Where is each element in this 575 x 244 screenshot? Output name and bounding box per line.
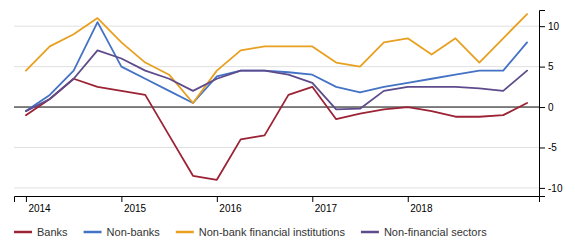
legend: Banks Non-banks Non-bank financial institu… <box>14 226 487 238</box>
grid-line <box>14 26 539 27</box>
tick-label: 5 <box>548 61 554 72</box>
legend-label: Non-bank financial institutions <box>199 226 346 238</box>
tick: -10 <box>539 183 563 194</box>
tick: -5 <box>539 142 557 153</box>
tick: 5 <box>539 61 554 72</box>
tick-label: 2015 <box>124 203 147 214</box>
legend-item: Non-bank financial institutions <box>176 226 346 238</box>
legend-swatch <box>14 231 32 234</box>
tick-mark <box>539 26 545 27</box>
tick: 2016 <box>217 196 242 214</box>
tick: 2018 <box>408 196 433 214</box>
legend-label: Non-banks <box>107 226 161 238</box>
tick-label: 2017 <box>315 203 338 214</box>
series-line <box>26 79 527 180</box>
legend-swatch <box>176 231 194 234</box>
tick-label: 10 <box>548 21 560 32</box>
plot-area: -10 -5 0 5 10 2014 2015 2016 2017 2018 <box>14 11 563 215</box>
lines <box>26 14 527 180</box>
tick: 10 <box>539 21 560 32</box>
tick-mark <box>539 188 545 189</box>
tick-label: 2018 <box>410 203 433 214</box>
zero-line <box>14 107 539 108</box>
series-line <box>26 14 527 103</box>
tick-mark <box>539 107 545 108</box>
tick-label: 0 <box>548 102 554 113</box>
chart: Banks Non-banks Non-bank financial institu… <box>0 0 575 244</box>
tick: 2014 <box>26 196 51 214</box>
tick-label: -5 <box>548 142 557 153</box>
y-axis: -10 -5 0 5 10 <box>539 11 563 197</box>
tick-label: 2016 <box>219 203 242 214</box>
legend-item: Non-financial sectors <box>361 226 487 238</box>
axis-line <box>15 197 540 203</box>
series-line <box>26 22 527 111</box>
legend-item: Banks <box>14 226 68 238</box>
grid <box>14 26 539 188</box>
x-axis: 2014 2015 2016 2017 2018 <box>15 196 540 214</box>
series-line <box>26 50 527 111</box>
legend-swatch <box>361 231 379 234</box>
axis-line <box>540 11 546 197</box>
legend-label: Banks <box>37 226 68 238</box>
tick-mark <box>408 196 409 202</box>
tick-mark <box>26 196 27 202</box>
tick-label: 2014 <box>28 203 51 214</box>
grid-line <box>14 187 539 188</box>
tick-mark <box>217 196 218 202</box>
tick-mark <box>312 196 313 202</box>
tick-mark <box>539 147 545 148</box>
legend-swatch <box>84 231 102 234</box>
tick-mark <box>539 67 545 68</box>
tick: 2015 <box>122 196 147 214</box>
legend-label: Non-financial sectors <box>384 226 487 238</box>
tick: 0 <box>539 102 554 113</box>
grid-line <box>14 66 539 67</box>
tick: 2017 <box>313 196 338 214</box>
legend-item: Non-banks <box>84 226 161 238</box>
grid-line <box>14 147 539 148</box>
tick-mark <box>121 196 122 202</box>
tick-label: -10 <box>548 183 563 194</box>
